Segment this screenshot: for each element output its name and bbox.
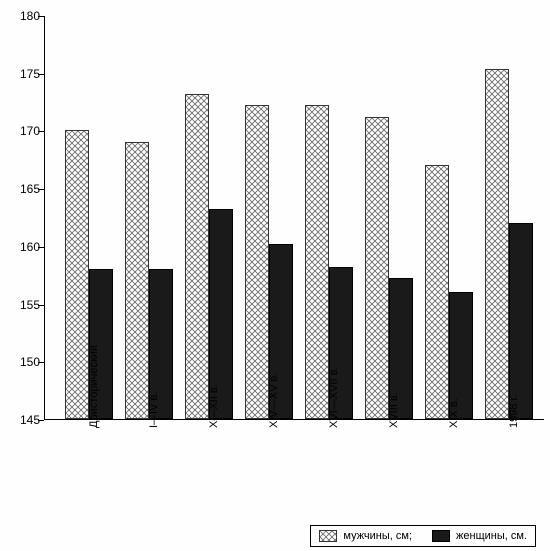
legend-swatch-women [432,530,450,542]
legend-item-men: мужчины, см; [319,530,412,542]
ytick-label: 145 [0,413,40,427]
chart-container: мужчины, см; женщины, см. 145 150 155 160 16… [0,0,550,551]
ytick-mark [38,305,44,306]
ytick-label: 170 [0,124,40,138]
bar-men [425,165,449,419]
ytick-label: 165 [0,182,40,196]
ytick-label: 180 [0,9,40,23]
ytick-mark [38,16,44,17]
plot-area [44,16,544,420]
ytick-mark [38,74,44,75]
ytick-label: 160 [0,240,40,254]
ytick-label: 150 [0,355,40,369]
bar-men [305,105,329,419]
bar-men [125,142,149,419]
legend: мужчины, см; женщины, см. [310,525,536,547]
legend-label-men: мужчины, см; [343,530,412,542]
bar-men [365,117,389,419]
ytick-mark [38,247,44,248]
ytick-mark [38,189,44,190]
bar-men [245,105,269,419]
legend-item-women: женщины, см. [432,530,527,542]
ytick-label: 175 [0,67,40,81]
bar-men [485,69,509,419]
bar-men [65,130,89,419]
bar-women [509,223,533,419]
bar-men [185,94,209,420]
ytick-mark [38,131,44,132]
ytick-mark [38,420,44,421]
legend-label-women: женщины, см. [456,530,527,542]
legend-swatch-men [319,530,337,542]
ytick-label: 155 [0,298,40,312]
ytick-mark [38,362,44,363]
